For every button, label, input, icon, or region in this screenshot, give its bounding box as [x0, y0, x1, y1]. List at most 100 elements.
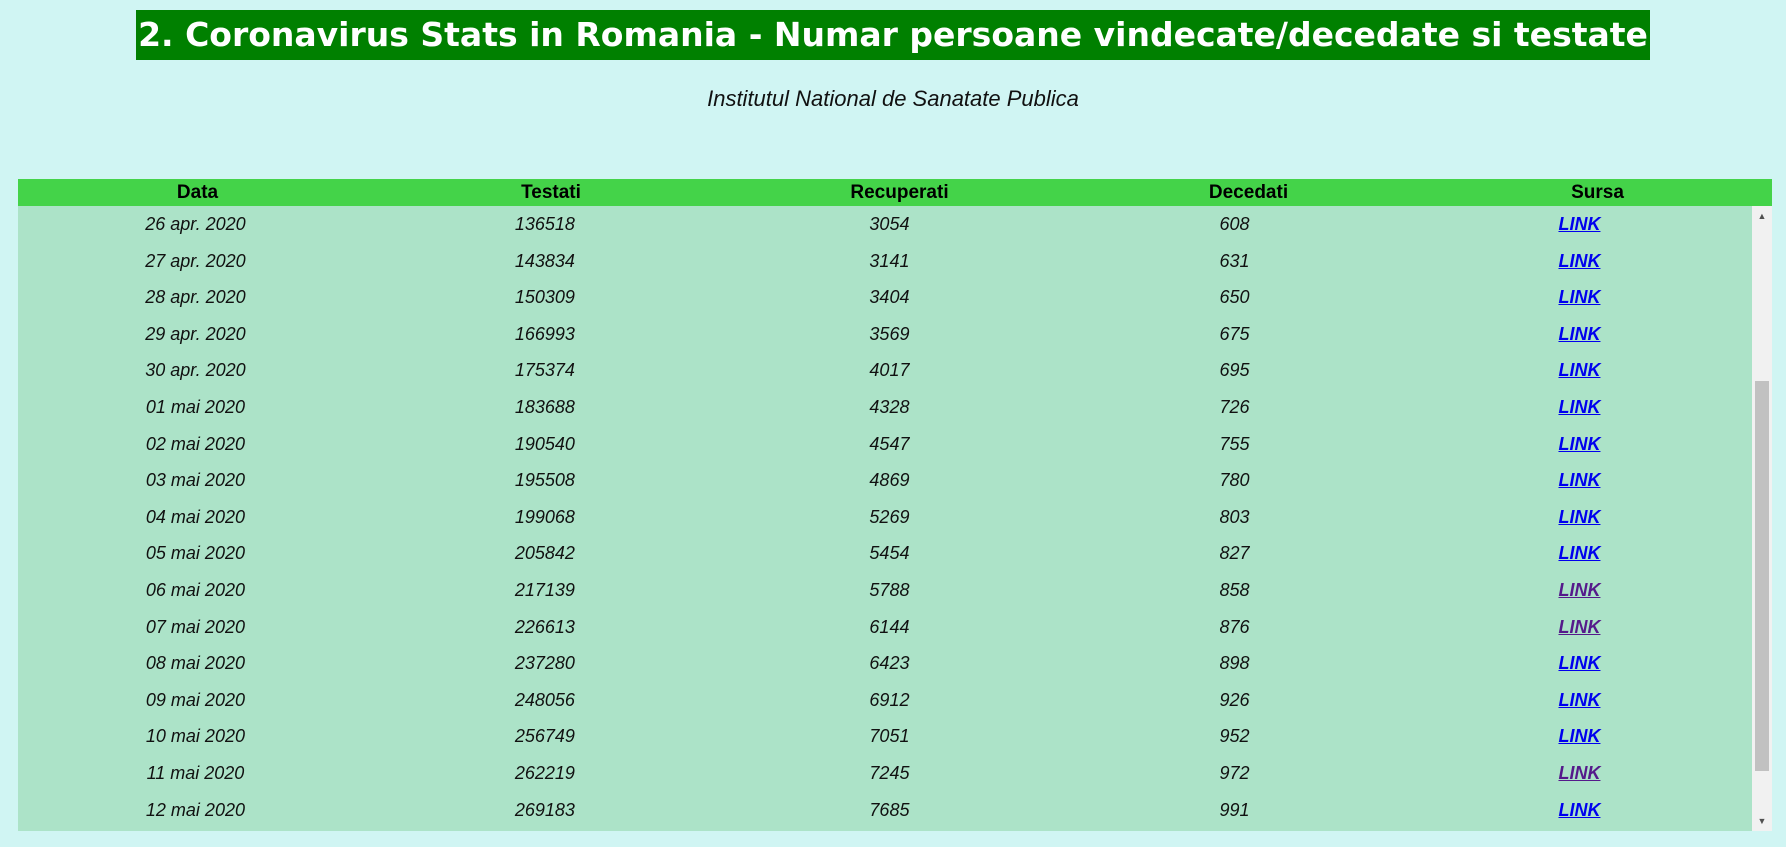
table-row: 06 mai 2020 217139 5788 858 LINK [18, 572, 1752, 609]
cell-source: LINK [1407, 755, 1752, 792]
cell-source: LINK [1407, 316, 1752, 353]
cell-deaths: 608 [1219, 214, 1250, 234]
cell-deaths: 803 [1219, 506, 1250, 527]
source-link[interactable]: LINK [1558, 579, 1601, 600]
table-row: 01 mai 2020 183688 4328 726 LINK [18, 389, 1752, 426]
cell-deaths: 631 [1219, 250, 1250, 271]
page-subtitle: Institutul National de Sanatate Publica [707, 86, 1079, 111]
cell-date: 11 mai 2020 [146, 762, 245, 783]
source-link[interactable]: LINK [1558, 250, 1601, 271]
source-link[interactable]: LINK [1558, 287, 1601, 308]
cell-recovered: 4547 [869, 433, 910, 454]
stats-table: Data Testati Recuperati Decedati Sursa 2… [18, 179, 1772, 831]
cell-tested: 269183 [514, 799, 575, 820]
table-row: 26 apr. 2020 136518 3054 608 LINK [18, 206, 1752, 243]
cell-recovered: 3054 [869, 214, 910, 234]
cell-recovered: 6423 [869, 653, 910, 674]
cell-tested: 248056 [514, 689, 575, 710]
table-row: 29 apr. 2020 166993 3569 675 LINK [18, 316, 1752, 353]
cell-date: 28 apr. 2020 [145, 287, 246, 308]
cell-date: 09 mai 2020 [145, 689, 245, 710]
cell-recovered: 7245 [869, 762, 910, 783]
cell-source: LINK [1407, 389, 1752, 426]
cell-deaths: 926 [1219, 689, 1250, 710]
cell-date: 29 apr. 2020 [145, 323, 246, 344]
cell-tested: 199068 [514, 506, 575, 527]
source-link[interactable]: LINK [1558, 726, 1601, 747]
cell-deaths: 675 [1219, 323, 1250, 344]
cell-tested: 256749 [514, 726, 575, 747]
cell-date: 01 mai 2020 [145, 396, 245, 417]
cell-tested: 237280 [514, 653, 575, 674]
cell-deaths: 972 [1219, 762, 1250, 783]
source-link[interactable]: LINK [1558, 762, 1601, 783]
cell-date: 08 mai 2020 [145, 653, 245, 674]
cell-date: 05 mai 2020 [145, 543, 245, 564]
cell-date: 10 mai 2020 [145, 726, 245, 747]
cell-date: 02 mai 2020 [145, 433, 245, 454]
column-header-data: Data [176, 182, 219, 203]
cell-source: LINK [1407, 535, 1752, 572]
table-row: 10 mai 2020 256749 7051 952 LINK [18, 718, 1752, 755]
cell-source: LINK [1407, 645, 1752, 682]
source-link[interactable]: LINK [1558, 506, 1601, 527]
cell-deaths: 650 [1219, 287, 1250, 308]
source-link[interactable]: LINK [1558, 433, 1601, 454]
scroll-up-arrow-icon[interactable]: ▲ [1757, 211, 1767, 221]
scroll-thumb[interactable] [1755, 381, 1769, 771]
cell-deaths: 898 [1219, 653, 1250, 674]
cell-tested: 190540 [514, 433, 575, 454]
page-title: 2. Coronavirus Stats in Romania - Numar … [136, 10, 1650, 60]
table-header: Data Testati Recuperati Decedati Sursa [18, 179, 1772, 206]
cell-tested: 175374 [514, 360, 575, 381]
cell-source: LINK [1407, 279, 1752, 316]
source-link[interactable]: LINK [1558, 323, 1601, 344]
table-row: 05 mai 2020 205842 5454 827 LINK [18, 535, 1752, 572]
source-link[interactable]: LINK [1558, 360, 1601, 381]
table-body[interactable]: 26 apr. 2020 136518 3054 608 LINK 27 apr. 202… [18, 206, 1772, 831]
table-row: 03 mai 2020 195508 4869 780 LINK [18, 462, 1752, 499]
cell-recovered: 4017 [869, 360, 910, 381]
scroll-down-arrow-icon[interactable]: ▼ [1757, 816, 1767, 826]
source-link[interactable]: LINK [1558, 616, 1601, 637]
table-row: 04 mai 2020 199068 5269 803 LINK [18, 499, 1752, 536]
cell-recovered: 6912 [869, 689, 910, 710]
table-rows: 26 apr. 2020 136518 3054 608 LINK 27 apr. 202… [18, 206, 1752, 828]
page-header: 2. Coronavirus Stats in Romania - Numar … [0, 10, 1786, 60]
cell-source: LINK [1407, 682, 1752, 719]
cell-tested: 205842 [514, 543, 575, 564]
cell-recovered: 7685 [869, 799, 910, 820]
source-link[interactable]: LINK [1558, 470, 1601, 491]
cell-deaths: 695 [1219, 360, 1250, 381]
cell-tested: 262219 [514, 762, 575, 783]
source-link[interactable]: LINK [1558, 653, 1601, 674]
cell-recovered: 4869 [869, 470, 910, 491]
table-row: 11 mai 2020 262219 7245 972 LINK [18, 755, 1752, 792]
column-header-testati: Testati [521, 182, 581, 203]
cell-deaths: 952 [1219, 726, 1250, 747]
source-link[interactable]: LINK [1558, 396, 1601, 417]
source-link[interactable]: LINK [1558, 689, 1601, 710]
cell-deaths: 876 [1219, 616, 1250, 637]
table-row: 28 apr. 2020 150309 3404 650 LINK [18, 279, 1752, 316]
cell-date: 07 mai 2020 [145, 616, 245, 637]
cell-recovered: 6144 [869, 616, 910, 637]
cell-tested: 217139 [514, 579, 575, 600]
cell-deaths: 755 [1219, 433, 1250, 454]
cell-deaths: 827 [1219, 543, 1250, 564]
table-row: 07 mai 2020 226613 6144 876 LINK [18, 609, 1752, 646]
source-link[interactable]: LINK [1558, 799, 1601, 820]
cell-date: 04 mai 2020 [145, 506, 245, 527]
cell-source: LINK [1407, 462, 1752, 499]
cell-tested: 166993 [514, 323, 575, 344]
vertical-scrollbar[interactable]: ▲ ▼ [1752, 206, 1772, 831]
cell-source: LINK [1407, 718, 1752, 755]
cell-deaths: 858 [1219, 579, 1250, 600]
table-row: 12 mai 2020 269183 7685 991 LINK [18, 792, 1752, 829]
column-header-sursa: Sursa [1571, 182, 1624, 203]
source-link[interactable]: LINK [1558, 543, 1601, 564]
source-link[interactable]: LINK [1558, 214, 1601, 234]
cell-tested: 183688 [514, 396, 575, 417]
cell-date: 27 apr. 2020 [145, 250, 246, 271]
cell-source: LINK [1407, 792, 1752, 829]
